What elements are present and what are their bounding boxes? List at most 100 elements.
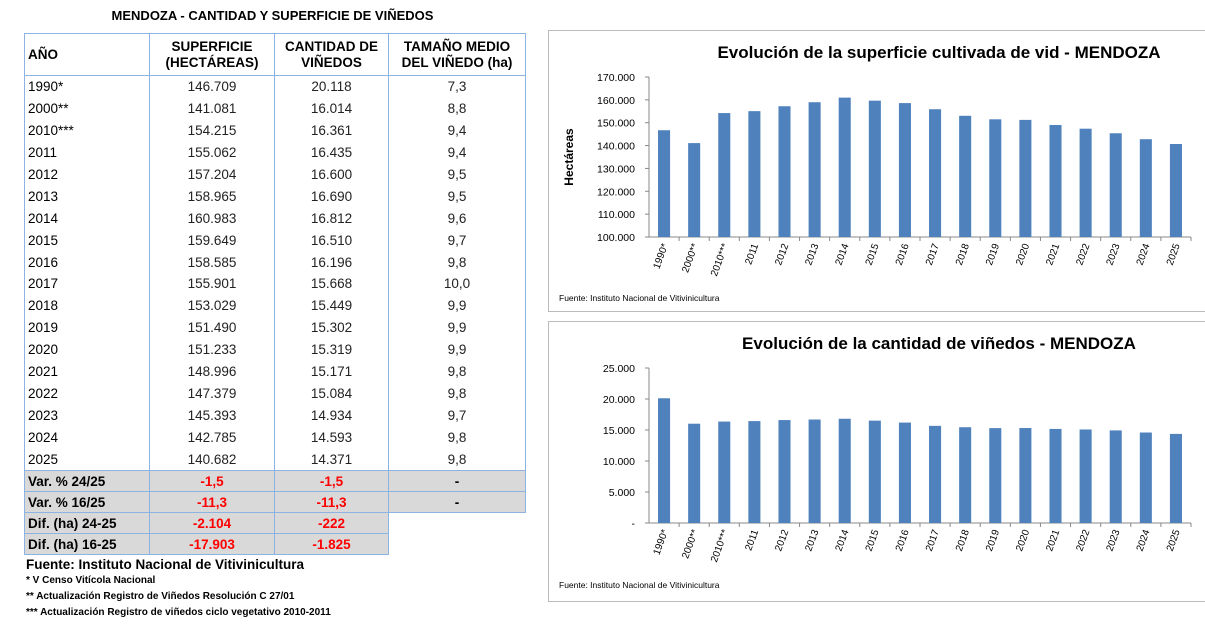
cell-surface: 155.901 xyxy=(149,273,275,295)
cell-avg-size: 9,5 xyxy=(388,185,526,208)
x-tick-label: 2000** xyxy=(680,242,701,274)
table-row: 2019 151.490 15.302 9,9 xyxy=(24,316,526,339)
cell-year: 2017 xyxy=(24,273,150,295)
cell-surface: 148.996 xyxy=(149,360,275,383)
bar xyxy=(1139,139,1152,237)
cell-count: 14.371 xyxy=(274,448,389,472)
y-tick-label: 120.000 xyxy=(597,186,635,198)
x-tick-label: 1990* xyxy=(652,528,671,556)
source-note: Fuente: Instituto Nacional de Vitivinicu… xyxy=(26,557,305,572)
cell-year: 2018 xyxy=(24,294,150,317)
bar xyxy=(989,428,1002,523)
y-tick-label: 170.000 xyxy=(597,72,635,84)
cell-year: 2023 xyxy=(24,404,150,427)
cell-avg-size: 9,7 xyxy=(388,229,526,252)
cell-surface: 140.682 xyxy=(149,448,275,472)
cell-surface: 145.393 xyxy=(149,404,275,427)
x-tick-label: 2024 xyxy=(1135,242,1153,267)
summary-cell: -1.825 xyxy=(274,533,389,556)
x-tick-label: 2014 xyxy=(834,528,852,553)
x-tick-label: 2017 xyxy=(924,528,942,553)
x-tick-label: 2020 xyxy=(1014,242,1032,267)
x-tick-label: 2021 xyxy=(1044,528,1062,553)
cell-avg-size: 7,3 xyxy=(388,75,526,98)
bar xyxy=(808,419,821,523)
y-tick-label: 110.000 xyxy=(598,209,635,221)
table-row: 2014 160.983 16.812 9,6 xyxy=(24,207,526,230)
cell-year: 2015 xyxy=(24,229,150,252)
cell-surface: 147.379 xyxy=(149,382,275,405)
cell-surface: 155.062 xyxy=(149,141,275,164)
cell-count: 16.812 xyxy=(274,207,389,230)
x-tick-label: 2018 xyxy=(954,242,972,267)
y-tick-label: 20.000 xyxy=(603,394,635,406)
bar xyxy=(1109,430,1122,523)
y-tick-label: - xyxy=(632,518,636,530)
summary-cell: -11,3 xyxy=(274,491,389,514)
cell-year: 2019 xyxy=(24,316,150,339)
x-tick-label: 2025 xyxy=(1165,242,1183,267)
bar xyxy=(959,427,972,523)
table-row: 2011 155.062 16.435 9,4 xyxy=(24,141,526,164)
chart-title: Evolución de la cantidad de viñedos - ME… xyxy=(742,334,1136,353)
cell-count: 16.196 xyxy=(274,251,389,274)
bar xyxy=(838,97,851,237)
col-header-avg-size: TAMAÑO MEDIO DEL VIÑEDO (ha) xyxy=(388,33,526,76)
x-tick-label: 2024 xyxy=(1135,528,1153,553)
bar xyxy=(929,425,942,523)
y-tick-label: 160.000 xyxy=(597,95,635,107)
x-tick-label: 2013 xyxy=(803,528,821,553)
summary-row: Var. % 24/25 -1,5 -1,5- xyxy=(24,470,526,493)
cell-year: 2020 xyxy=(24,338,150,361)
y-tick-label: 5.000 xyxy=(609,487,635,499)
cell-year: 2011 xyxy=(24,141,150,164)
cell-count: 16.435 xyxy=(274,141,389,164)
table-row: 2023 145.393 14.934 9,7 xyxy=(24,404,526,427)
cell-count: 16.361 xyxy=(274,119,389,142)
bar xyxy=(868,420,881,523)
cell-count: 16.510 xyxy=(274,229,389,252)
x-tick-label: 2010*** xyxy=(709,242,731,278)
cell-count: 15.668 xyxy=(274,273,389,295)
table-row: 2015 159.649 16.510 9,7 xyxy=(24,229,526,252)
x-tick-label: 2012 xyxy=(773,242,791,267)
cell-count: 16.600 xyxy=(274,163,389,186)
footnotes: Fuente: Instituto Nacional de Vitivinicu… xyxy=(26,557,331,618)
y-tick-label: 10.000 xyxy=(603,456,635,468)
summary-cell: - xyxy=(388,491,526,514)
cell-count: 14.934 xyxy=(274,404,389,427)
summary-cell: -2.104 xyxy=(149,512,275,535)
cell-avg-size: 10,0 xyxy=(388,273,526,295)
cell-year: 2025 xyxy=(24,448,150,472)
chart-source: Fuente: Instituto Nacional de Vitivinicu… xyxy=(559,293,720,303)
x-tick-label: 2021 xyxy=(1044,242,1062,267)
summary-cell: -11,3 xyxy=(149,491,275,514)
bar xyxy=(868,100,881,238)
cell-count: 15.449 xyxy=(274,294,389,317)
bar xyxy=(929,109,942,237)
x-tick-label: 2019 xyxy=(984,528,1002,553)
bar xyxy=(658,398,671,523)
cell-avg-size: 9,8 xyxy=(388,382,526,405)
vineyard-table: AÑO SUPERFICIE (HECTÁREAS) CANTIDAD DE V… xyxy=(24,33,526,556)
bar xyxy=(1169,144,1182,237)
table-row: 2021 148.996 15.171 9,8 xyxy=(24,360,526,383)
summary-cell: -222 xyxy=(274,512,389,535)
y-tick-label: 150.000 xyxy=(597,118,635,130)
table-row: 2012 157.204 16.600 9,5 xyxy=(24,163,526,186)
cell-surface: 151.490 xyxy=(149,316,275,339)
y-tick-label: 15.000 xyxy=(603,425,635,437)
cell-count: 16.014 xyxy=(274,97,389,120)
cell-avg-size: 9,8 xyxy=(388,448,526,472)
x-tick-label: 2000** xyxy=(680,528,701,560)
cell-surface: 153.029 xyxy=(149,294,275,317)
cell-avg-size: 8,8 xyxy=(388,97,526,120)
bar xyxy=(718,421,731,523)
x-tick-label: 2025 xyxy=(1165,528,1183,553)
cell-year: 2012 xyxy=(24,163,150,186)
bar xyxy=(688,143,701,237)
table-row: 1990* 146.709 20.118 7,3 xyxy=(24,75,526,98)
bar xyxy=(898,422,911,523)
summary-cell: -1,5 xyxy=(149,470,275,493)
cell-avg-size: 9,7 xyxy=(388,404,526,427)
